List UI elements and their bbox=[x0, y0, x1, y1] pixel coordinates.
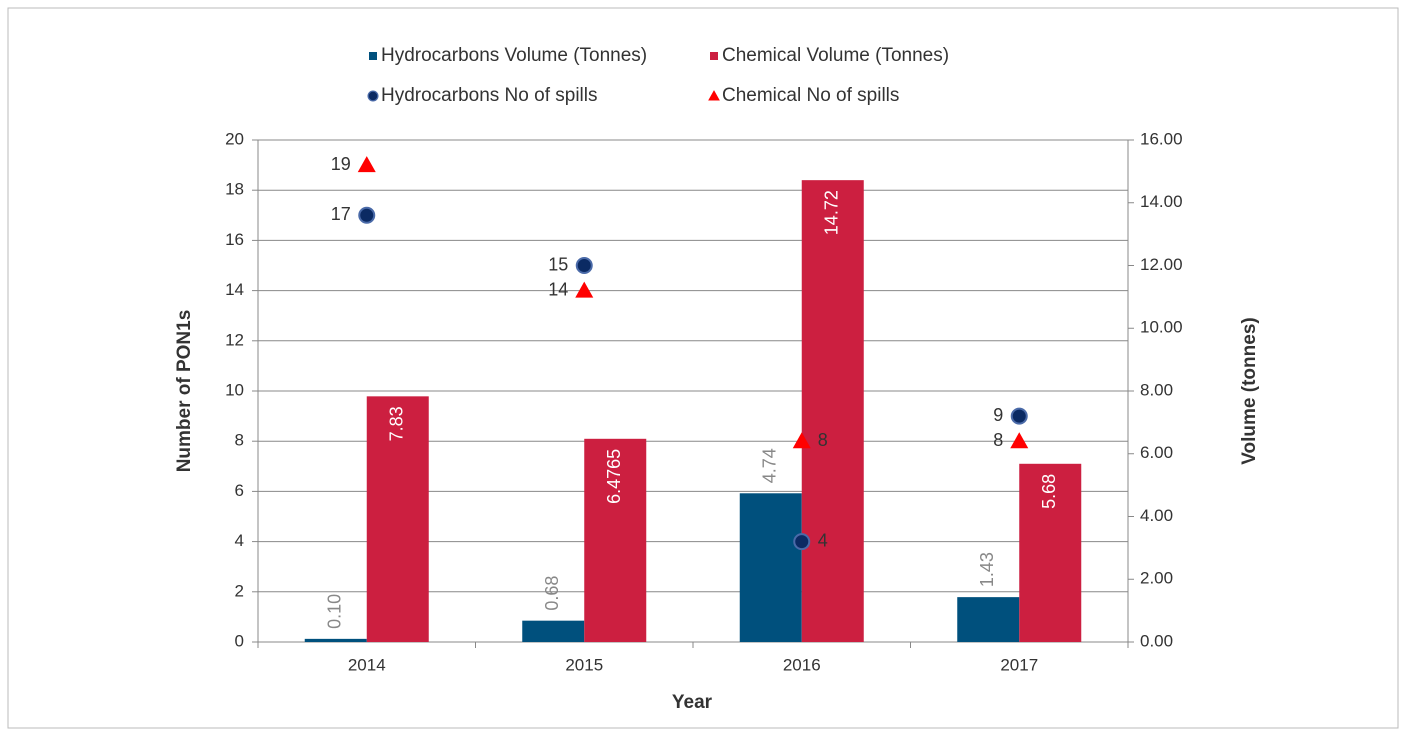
bar bbox=[304, 638, 367, 642]
y-tick-label: 8 bbox=[235, 431, 244, 450]
bar-value-label: 4.74 bbox=[760, 448, 780, 483]
bar bbox=[366, 396, 429, 642]
y-tick-label: 16 bbox=[225, 230, 244, 249]
scatter-point bbox=[358, 206, 376, 224]
bar bbox=[522, 620, 585, 642]
bar bbox=[801, 180, 864, 642]
point-value-label: 4 bbox=[818, 530, 828, 550]
y-axis-title: Number of PON1s bbox=[174, 310, 195, 473]
x-axis-title: Year bbox=[672, 692, 713, 713]
bar bbox=[584, 438, 647, 642]
point-value-label: 8 bbox=[993, 430, 1003, 450]
legend-marker bbox=[710, 52, 718, 60]
point-value-label: 14 bbox=[548, 279, 568, 299]
legend-marker bbox=[369, 52, 377, 60]
legend-label: Chemical Volume (Tonnes) bbox=[722, 45, 949, 66]
legend-label: Hydrocarbons Volume (Tonnes) bbox=[381, 45, 647, 66]
x-tick-label: 2017 bbox=[1000, 655, 1038, 674]
bar-value-label: 6.4765 bbox=[604, 449, 624, 504]
y-tick-label: 6 bbox=[235, 481, 244, 500]
scatter-point bbox=[575, 257, 593, 274]
bar bbox=[957, 597, 1020, 642]
y2-tick-label: 2.00 bbox=[1140, 569, 1173, 588]
y-tick-label: 14 bbox=[225, 280, 244, 299]
y2-tick-label: 8.00 bbox=[1140, 380, 1173, 399]
bar-value-label: 1.43 bbox=[977, 552, 997, 587]
y-tick-label: 12 bbox=[225, 330, 244, 349]
y-tick-label: 20 bbox=[225, 129, 244, 148]
point-value-label: 8 bbox=[818, 430, 828, 450]
legend-marker bbox=[367, 90, 379, 102]
bar-value-label: 5.68 bbox=[1039, 474, 1059, 509]
x-tick-label: 2015 bbox=[565, 655, 603, 674]
scatter-point bbox=[1010, 407, 1028, 425]
y2-tick-label: 4.00 bbox=[1140, 506, 1173, 525]
legend-label: Chemical No of spills bbox=[722, 85, 899, 106]
y2-tick-label: 6.00 bbox=[1140, 443, 1173, 462]
scatter-point bbox=[792, 432, 811, 449]
scatter-point bbox=[793, 533, 811, 551]
bar bbox=[1019, 463, 1082, 642]
bar-value-label: 0.68 bbox=[542, 576, 562, 611]
point-value-label: 19 bbox=[331, 154, 351, 174]
point-value-label: 17 bbox=[331, 204, 351, 224]
y-tick-label: 10 bbox=[225, 380, 244, 399]
bar-value-label: 0.10 bbox=[325, 594, 345, 629]
y2-tick-label: 16.00 bbox=[1140, 129, 1183, 148]
y2-tick-label: 0.00 bbox=[1140, 631, 1173, 650]
y-tick-label: 0 bbox=[235, 631, 244, 650]
legend-label: Hydrocarbons No of spills bbox=[381, 85, 597, 106]
scatter-point bbox=[575, 281, 594, 298]
y2-tick-label: 12.00 bbox=[1140, 255, 1183, 274]
y2-tick-label: 14.00 bbox=[1140, 192, 1183, 211]
x-tick-label: 2016 bbox=[783, 655, 821, 674]
y2-tick-label: 10.00 bbox=[1140, 318, 1183, 337]
y-tick-label: 18 bbox=[225, 180, 244, 199]
scatter-point bbox=[357, 156, 376, 173]
point-value-label: 15 bbox=[548, 254, 568, 274]
bar-value-label: 7.83 bbox=[387, 406, 407, 441]
bar bbox=[739, 493, 802, 642]
y-tick-label: 2 bbox=[235, 581, 244, 600]
y-tick-label: 4 bbox=[235, 531, 244, 550]
y2-axis-title: Volume (tonnes) bbox=[1239, 317, 1260, 464]
scatter-point bbox=[1010, 432, 1029, 449]
legend-marker bbox=[708, 90, 720, 101]
x-tick-label: 2014 bbox=[348, 655, 386, 674]
frame bbox=[7, 7, 1399, 729]
bar-value-label: 14.72 bbox=[822, 190, 842, 235]
point-value-label: 9 bbox=[993, 405, 1003, 425]
